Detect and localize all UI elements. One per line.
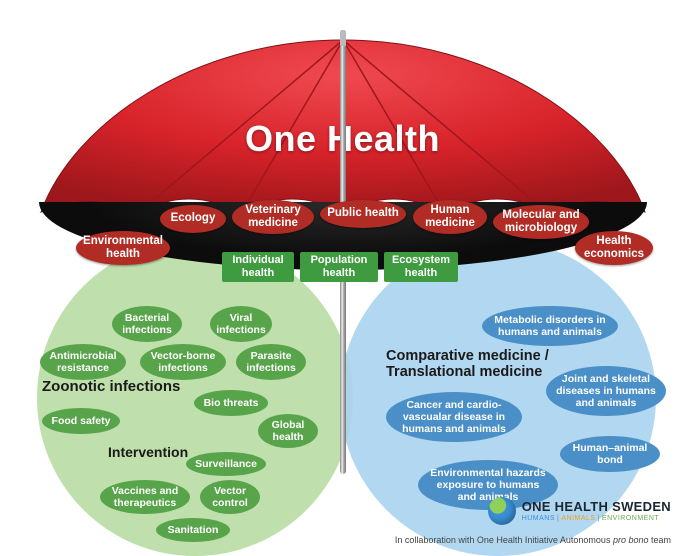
left-bubble-1: Viral infections [210,306,272,342]
discipline-oval-1: Ecology [160,205,226,233]
discipline-oval-4: Human medicine [413,200,487,234]
left-bubble-11: Sanitation [156,518,230,542]
discipline-oval-6: Health economics [575,231,653,265]
right-title-comparative: Comparative medicine / Translational med… [386,348,549,380]
green-box-0: Individual health [222,252,294,282]
green-box-1: Population health [300,252,378,282]
left-bubble-4: Parasite infections [236,344,306,380]
discipline-oval-0: Environmental health [76,231,170,265]
logo-sub: HUMANS|ANIMALS|ENVIRONMENT [522,515,671,522]
discipline-oval-2: Veterinary medicine [232,200,314,234]
logo-text: ONE HEALTH SWEDEN HUMANS|ANIMALS|ENVIRON… [522,500,671,522]
left-bubble-6: Food safety [42,408,120,434]
right-bubble-2: Cancer and cardio- vascualar disease in … [386,392,522,442]
logo-main: ONE HEALTH SWEDEN [522,500,671,513]
left-title-zoonotic: Zoonotic infections [42,378,180,395]
left-bubble-10: Vector control [200,480,260,514]
right-bubble-1: Joint and skeletal diseases in humans an… [546,366,666,416]
right-bubble-3: Human–animal bond [560,436,660,472]
left-title-intervention: Intervention [108,444,188,460]
diagram-stage: One Health ONE HEALTH SWEDEN HUMANS|ANIM… [0,0,685,555]
footer-credit: In collaboration with One Health Initiat… [395,535,671,545]
left-bubble-9: Vaccines and therapeutics [100,480,190,514]
discipline-oval-5: Molecular and microbiology [493,205,589,239]
discipline-oval-3: Public health [320,200,406,228]
left-bubble-7: Global health [258,414,318,448]
globe-icon [488,497,516,525]
logo: ONE HEALTH SWEDEN HUMANS|ANIMALS|ENVIRON… [488,497,671,525]
left-bubble-2: Antimicrobial resistance [40,344,126,380]
left-bubble-3: Vector-borne infections [140,344,226,380]
right-bubble-0: Metabolic disorders in humans and animal… [482,306,618,346]
left-bubble-5: Bio threats [194,390,268,416]
green-box-2: Ecosystem health [384,252,458,282]
left-bubble-8: Surveillance [186,452,266,476]
umbrella-ferrule [340,30,346,46]
left-bubble-0: Bacterial infections [112,306,182,342]
